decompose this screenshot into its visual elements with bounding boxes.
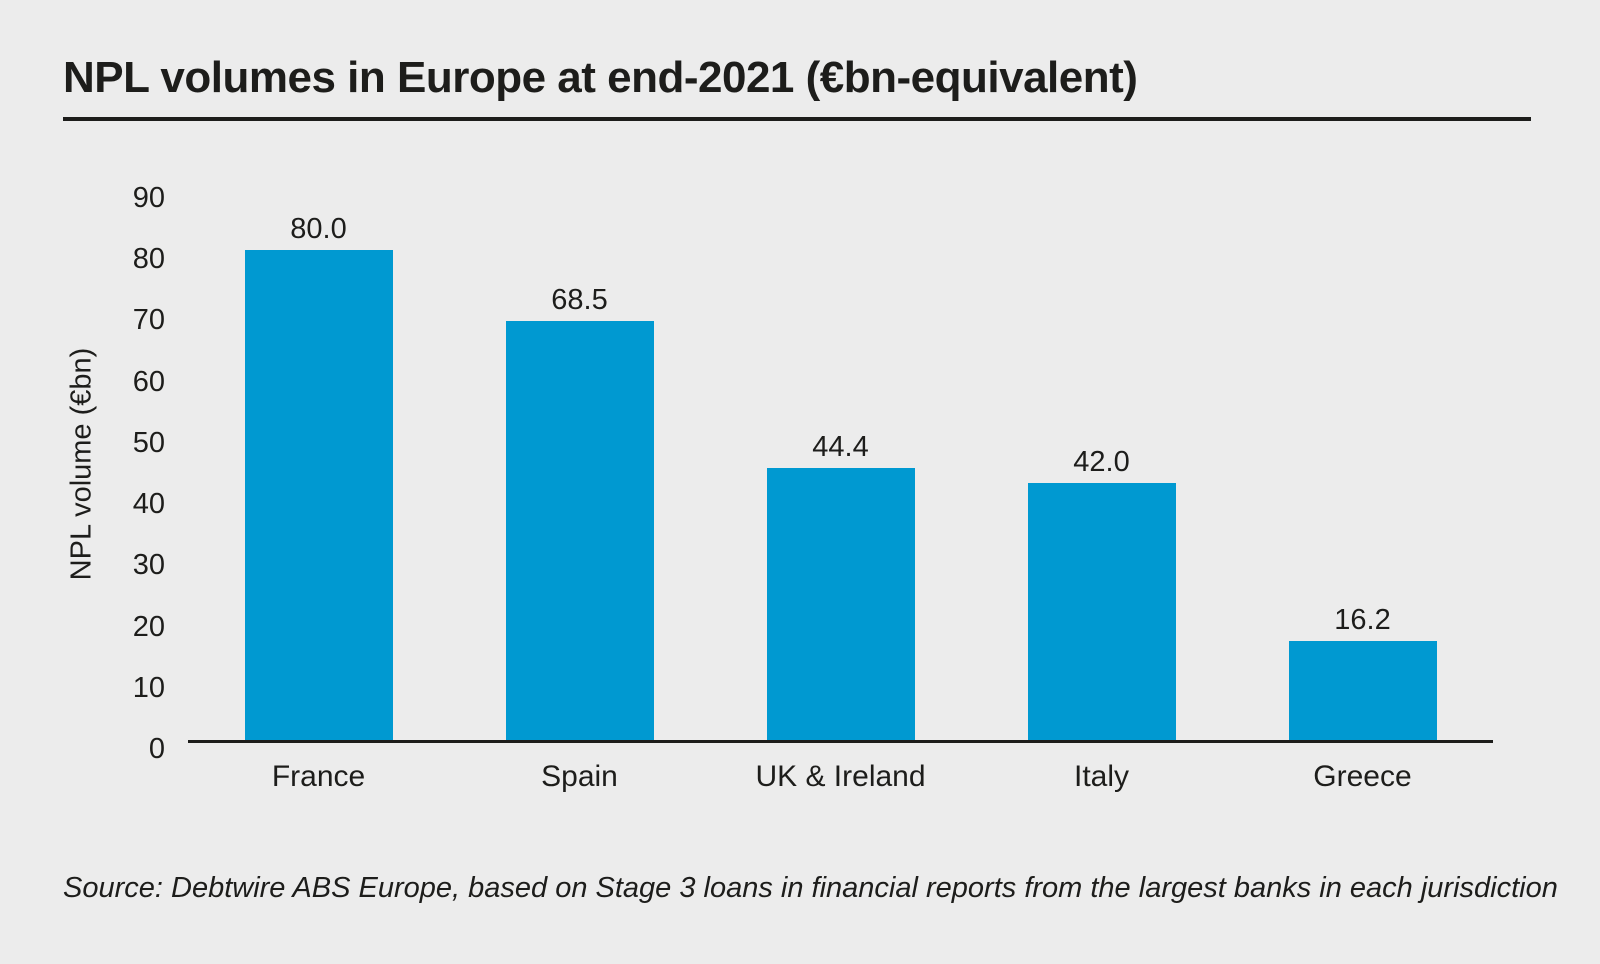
y-tick-label: 20 xyxy=(132,610,165,643)
bar-france xyxy=(244,250,393,740)
bar-value-label: 80.0 xyxy=(290,213,347,246)
x-category-label: Italy xyxy=(1073,760,1130,793)
chart-title: NPL volumes in Europe at end-2021 (€bn-e… xyxy=(63,53,1138,102)
bar-value-label: 16.2 xyxy=(1334,603,1391,636)
title-rule xyxy=(63,117,1531,121)
y-tick-label: 40 xyxy=(132,488,165,521)
y-tick-label: 50 xyxy=(132,426,165,459)
y-tick-label: 70 xyxy=(132,304,165,337)
y-tick-label: 30 xyxy=(132,549,165,582)
x-category-label: UK & Ireland xyxy=(755,760,926,793)
x-category-label: France xyxy=(271,760,366,793)
y-tick-label: 10 xyxy=(132,671,165,704)
bar-value-label: 42.0 xyxy=(1073,445,1130,478)
y-tick-label: 60 xyxy=(132,365,165,398)
bar-uk-ireland xyxy=(766,468,915,740)
bar-value-label: 68.5 xyxy=(551,283,608,316)
bar-italy xyxy=(1027,482,1176,740)
source-note: Source: Debtwire ABS Europe, based on St… xyxy=(63,872,1558,904)
x-category-label: Greece xyxy=(1313,760,1412,793)
bar-value-label: 44.4 xyxy=(812,431,869,464)
x-axis-line xyxy=(188,740,1493,743)
y-tick-label: 0 xyxy=(148,733,165,765)
bar-greece xyxy=(1288,640,1437,740)
y-tick-label: 80 xyxy=(132,243,165,276)
x-category-label: Spain xyxy=(541,760,618,793)
bar-spain xyxy=(505,320,654,740)
y-tick-label: 90 xyxy=(132,182,165,214)
